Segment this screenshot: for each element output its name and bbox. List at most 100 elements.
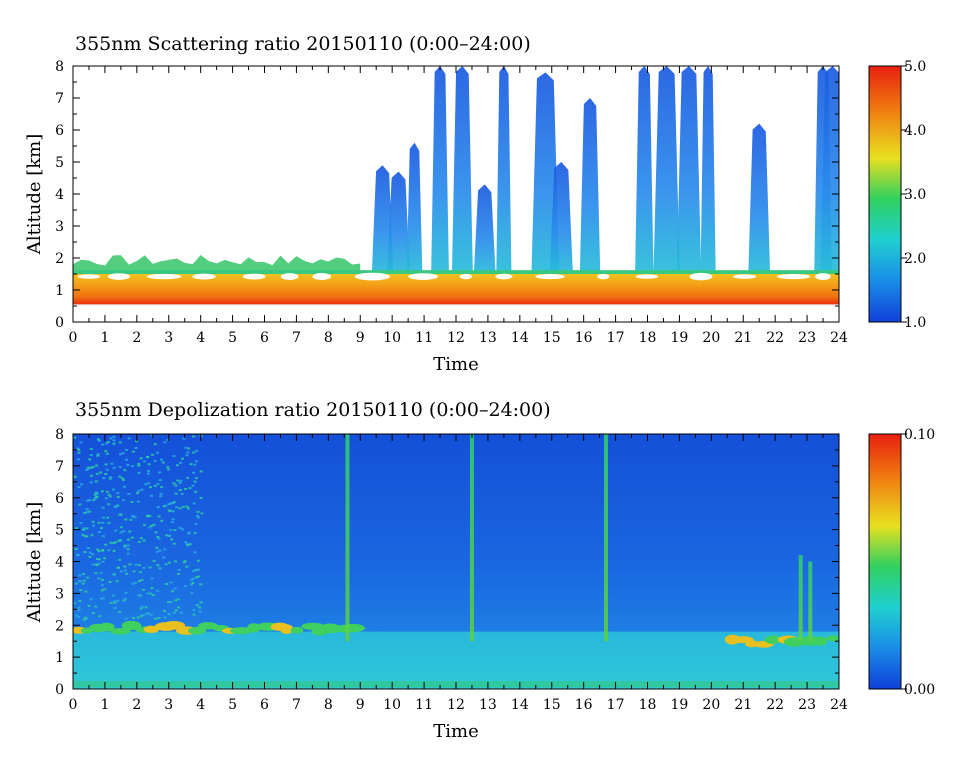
- y-tick-label: 1: [55, 283, 64, 299]
- speckle: [196, 510, 200, 513]
- speckle: [188, 487, 192, 490]
- speckle: [97, 521, 101, 524]
- colorbar-tick-label: 0.10: [904, 427, 935, 443]
- saturated-patch: [280, 273, 299, 281]
- speckle: [119, 526, 123, 529]
- speckle: [188, 543, 192, 546]
- speckle: [102, 477, 106, 480]
- speckle: [126, 544, 130, 547]
- speckle: [85, 535, 89, 538]
- cloud-base-patch: [230, 627, 253, 635]
- speckle: [144, 606, 148, 609]
- speckle: [104, 543, 108, 546]
- cloud-base-patch: [826, 635, 839, 642]
- speckle: [83, 535, 87, 538]
- speckle: [186, 476, 190, 479]
- speckle: [162, 505, 166, 508]
- cloud-column: [748, 123, 771, 278]
- x-tick-label: 14: [511, 697, 529, 713]
- boundary-layer: [73, 631, 839, 689]
- x-tick-label: 23: [798, 330, 816, 346]
- speckle: [104, 463, 108, 466]
- speckle: [107, 503, 111, 506]
- x-tick-label: 16: [575, 697, 593, 713]
- speckle: [161, 461, 165, 464]
- speckle: [101, 516, 105, 519]
- colorbar: [868, 433, 902, 690]
- speckle: [92, 499, 96, 502]
- x-axis-label: Time: [433, 354, 478, 375]
- speckle: [117, 566, 121, 569]
- x-tick-label: 6: [260, 697, 269, 713]
- speckle: [195, 604, 199, 607]
- speckle: [124, 518, 128, 521]
- x-tick-label: 6: [260, 330, 269, 346]
- cloud-column: [579, 98, 601, 278]
- speckle: [157, 537, 161, 540]
- speckle: [86, 499, 90, 502]
- speckle: [162, 556, 166, 559]
- cloud-column: [635, 66, 654, 278]
- speckle: [119, 513, 123, 516]
- speckle: [119, 453, 123, 456]
- speckle: [89, 454, 93, 457]
- speckle: [131, 515, 135, 518]
- speckle: [174, 484, 178, 487]
- x-tick-label: 15: [543, 330, 561, 346]
- speckle: [107, 549, 111, 552]
- speckle: [119, 531, 123, 534]
- speckle: [126, 552, 130, 555]
- speckle: [193, 480, 197, 483]
- speckle: [181, 505, 185, 508]
- speckle: [98, 531, 102, 534]
- y-tick-label: 0: [55, 315, 64, 331]
- speckle: [199, 601, 203, 604]
- speckle: [121, 452, 125, 455]
- speckle: [77, 448, 81, 451]
- y-tick-label: 2: [55, 618, 64, 634]
- cloud-base-patch: [814, 636, 828, 646]
- speckle: [159, 495, 163, 498]
- cloud-column: [387, 171, 411, 278]
- speckle: [192, 471, 196, 474]
- saturated-patch: [776, 274, 811, 280]
- y-tick-label: 3: [55, 219, 64, 235]
- speckle: [158, 549, 162, 552]
- speckle: [137, 464, 141, 467]
- speckle: [143, 460, 147, 463]
- speckle: [132, 570, 136, 573]
- speckle: [106, 516, 110, 519]
- speckle: [131, 465, 135, 468]
- x-tick-label: 10: [383, 330, 401, 346]
- speckle: [86, 468, 90, 471]
- speckle: [86, 547, 90, 550]
- speckle: [156, 589, 160, 592]
- speckle: [127, 437, 131, 440]
- x-tick-label: 1: [100, 697, 109, 713]
- speckle: [112, 541, 116, 544]
- speckle: [180, 528, 184, 531]
- speckle: [192, 613, 196, 616]
- cloud-column: [473, 184, 496, 278]
- saturated-patch: [107, 273, 130, 280]
- speckle: [99, 471, 103, 474]
- speckle: [96, 438, 100, 441]
- speckle: [156, 535, 160, 538]
- speckle: [93, 497, 97, 500]
- speckle: [104, 472, 108, 475]
- x-tick-label: 20: [702, 697, 720, 713]
- speckle: [144, 483, 148, 486]
- colorbar-tick-label: 1.0: [904, 315, 926, 331]
- speckle: [172, 611, 176, 614]
- speckle: [97, 562, 101, 565]
- y-tick-label: 4: [55, 555, 64, 571]
- speckle: [84, 590, 88, 593]
- speckle: [88, 499, 92, 502]
- speckle: [119, 539, 123, 542]
- cloud-base-patch: [319, 623, 342, 634]
- y-axis: 0 1 2 3 4 5 6 7 8: [55, 427, 839, 698]
- cloud-column: [820, 66, 839, 278]
- speckle: [122, 485, 126, 488]
- speckle: [91, 465, 95, 468]
- x-axis: 0 1 2 3 4 5 6 7 8 9 10 11 12 13 14 15 16 17 18 19 20 21 22 23 24: [69, 66, 848, 346]
